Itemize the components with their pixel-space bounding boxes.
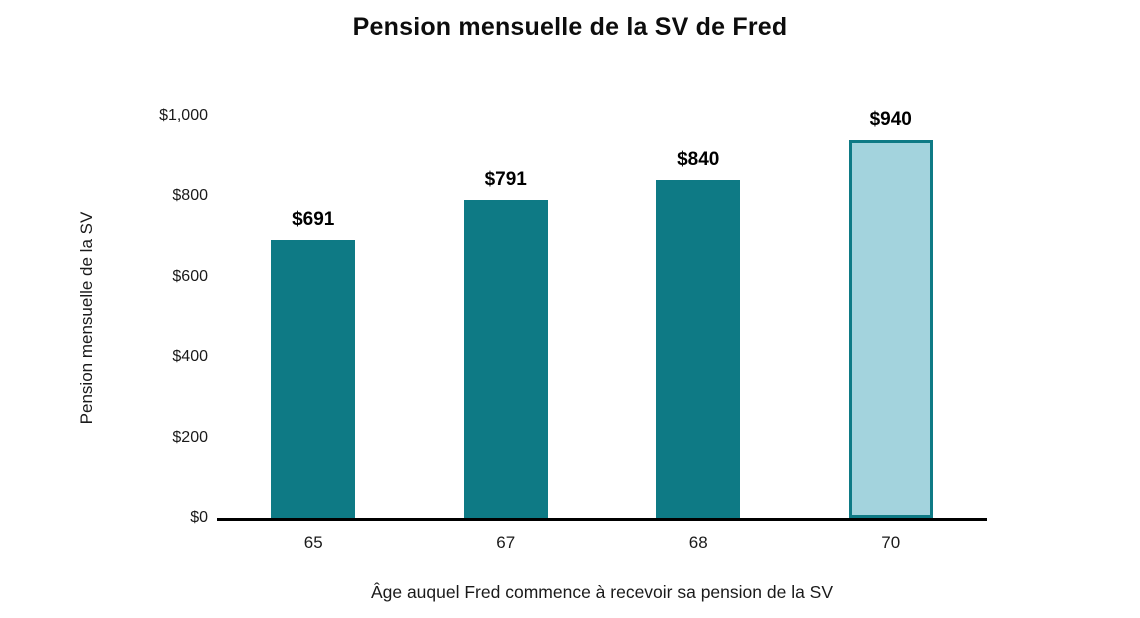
y-axis-tick-label: $0: [190, 509, 208, 526]
x-axis-tick-label: 65: [303, 533, 323, 552]
bar-age-65: [271, 240, 356, 518]
bar-age-70: [848, 140, 933, 518]
y-axis-tick-label: $1,000: [159, 107, 208, 124]
bar-slot: $691: [217, 116, 410, 518]
bar-value-label: $840: [677, 149, 720, 171]
x-axis-tick-label: 67: [496, 533, 516, 552]
bar-slot: $940: [795, 109, 988, 518]
plot-area: $691 $791 $840 $940: [217, 109, 988, 521]
bar-value-label: $691: [292, 209, 335, 231]
y-axis-tick-label: $800: [172, 187, 208, 205]
y-axis-tick-label: $200: [172, 428, 208, 446]
bar-value-label: $791: [484, 169, 527, 191]
bar-age-68: [656, 180, 741, 518]
y-axis-tick-label: $600: [172, 267, 208, 285]
x-axis-line: [217, 518, 987, 521]
chart-title: Pension mensuelle de la SV de Fred: [352, 13, 788, 41]
bar-slot: $791: [410, 116, 603, 518]
y-axis-tick-label: $400: [172, 348, 208, 366]
y-axis-title: Pension mensuelle de la SV: [77, 211, 96, 425]
bar-value-label: $940: [869, 109, 912, 131]
x-axis-tick-label: 68: [688, 533, 708, 552]
bar-age-67: [463, 200, 548, 518]
x-axis-tick-label: 70: [881, 533, 901, 552]
x-axis-title: Âge auquel Fred commence à recevoir sa p…: [370, 582, 834, 602]
bar-slot: $840: [602, 116, 795, 518]
